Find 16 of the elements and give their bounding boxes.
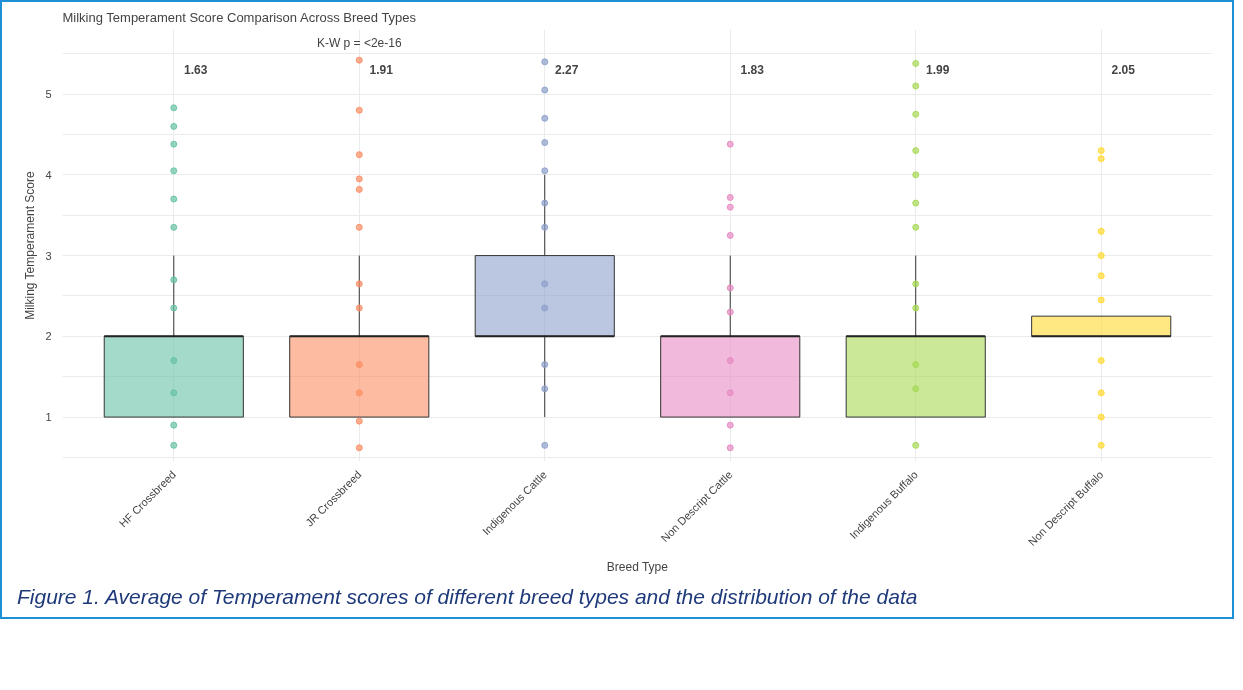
annotation: 1.91 bbox=[369, 63, 394, 77]
y-tick-label: 5 bbox=[45, 88, 52, 101]
y-tick-label: 3 bbox=[45, 249, 52, 262]
x-axis-title: Breed Type bbox=[606, 560, 669, 575]
y-tick-label: 4 bbox=[45, 168, 52, 181]
caption: Figure 1. Average of Temperament scores of different breed types and the distribution of the data bbox=[17, 585, 918, 608]
text: K-W p = <2e-16 bbox=[316, 35, 402, 50]
chart-title: Milking Temperament Score Comparison Across Breed Types bbox=[62, 9, 417, 25]
annotation: 2.27 bbox=[555, 63, 579, 77]
y-axis-title: Milking Temperament Score bbox=[23, 171, 38, 320]
annotation: 2.05 bbox=[1111, 63, 1136, 77]
annotation: 1.63 bbox=[184, 63, 208, 77]
annotation: 1.83 bbox=[740, 63, 765, 77]
y-tick-label: 2 bbox=[45, 330, 52, 343]
annotation: 1.99 bbox=[926, 63, 950, 77]
y-tick-label: 1 bbox=[45, 411, 52, 424]
